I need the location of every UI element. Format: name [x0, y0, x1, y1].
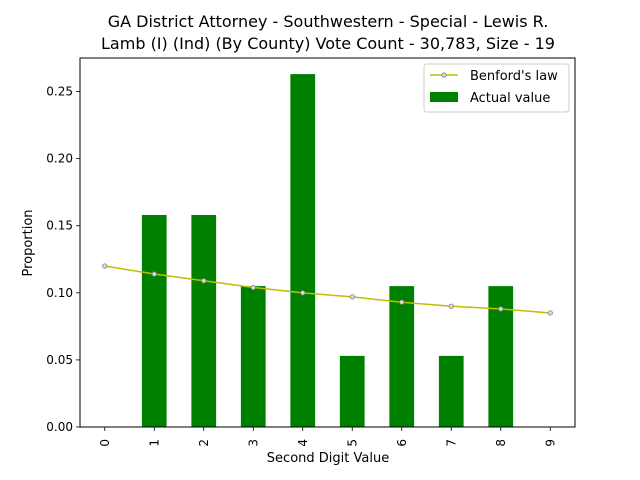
benford-point-1: [151, 271, 157, 277]
legend: Benford's law Actual value: [423, 63, 570, 113]
bar-digit-5: [339, 355, 365, 427]
legend-label-benford: Benford's law: [470, 69, 558, 84]
bars-group: [141, 74, 514, 428]
x-tick-label: 5: [345, 439, 359, 447]
y-tick-label: 0.00: [46, 420, 73, 434]
x-tick-label: 1: [147, 439, 161, 447]
y-tick-label: 0.05: [46, 353, 73, 367]
bar-digit-4: [290, 74, 316, 428]
x-axis-label: Second Digit Value: [267, 451, 389, 466]
y-tick-label: 0.15: [46, 219, 73, 233]
benford-point-9: [547, 310, 553, 316]
benford-point-2: [201, 278, 207, 284]
y-tick-label: 0.10: [46, 286, 73, 300]
benford-point-8: [498, 306, 504, 312]
bar-digit-1: [141, 214, 167, 427]
benford-point-7: [448, 303, 454, 309]
x-tick-label: 7: [444, 439, 458, 447]
bar-digit-7: [438, 355, 464, 427]
x-tick-label: 4: [296, 439, 310, 447]
benford-point-6: [399, 299, 405, 305]
chart-title-line-2: Lamb (I) (Ind) (By County) Vote Count - …: [101, 34, 555, 53]
benford-line-group: [102, 263, 553, 316]
benford-point-4: [300, 290, 306, 296]
legend-marker-swatch: [441, 72, 447, 78]
bar-digit-3: [240, 286, 266, 427]
y-tick-label: 0.20: [46, 152, 73, 166]
x-tick-label: 6: [395, 439, 409, 447]
benford-point-5: [349, 294, 355, 300]
x-axis-ticks: 0 1 2 3 4 5 6 7 8 9: [98, 427, 557, 447]
x-tick-label: 8: [494, 439, 508, 447]
plot-frame: [79, 57, 576, 428]
x-tick-label: 9: [543, 439, 557, 447]
bar-digit-6: [389, 286, 415, 427]
legend-label-actual: Actual value: [470, 91, 550, 106]
x-tick-label: 2: [197, 439, 211, 447]
chart-title-line-1: GA District Attorney - Southwestern - Sp…: [107, 12, 549, 31]
benford-line: [104, 265, 551, 314]
y-axis-label: Proportion: [21, 209, 36, 276]
x-tick-label: 0: [98, 439, 112, 447]
y-tick-label: 0.25: [46, 85, 73, 99]
x-tick-label: 3: [246, 439, 260, 447]
legend-box: [423, 63, 570, 113]
bar-digit-2: [191, 214, 217, 427]
benford-point-0: [102, 263, 108, 269]
benford-point-3: [250, 284, 256, 291]
legend-bar-swatch: [430, 92, 458, 102]
y-axis-ticks: 0.00 0.05 0.10 0.15 0.20 0.25: [46, 85, 80, 434]
